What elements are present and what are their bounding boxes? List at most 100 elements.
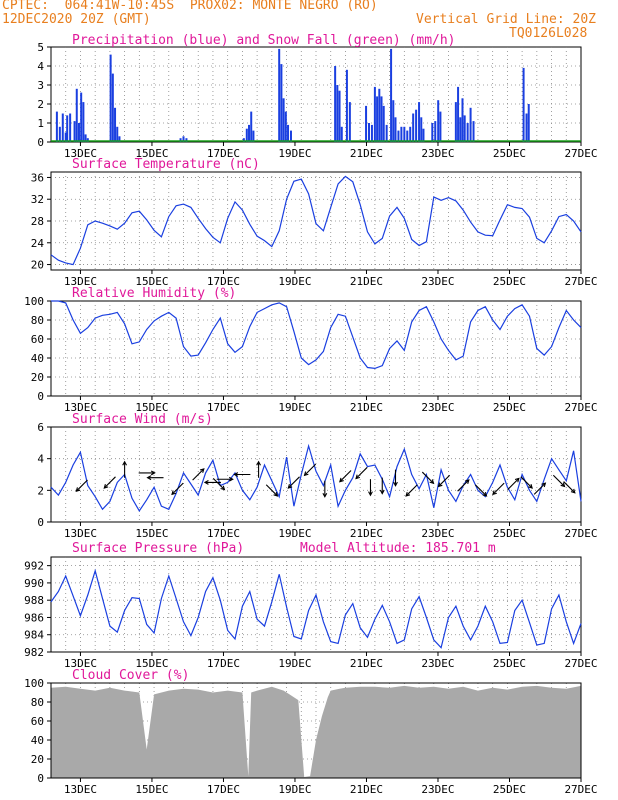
precip-bar (252, 130, 255, 142)
humidity-xtick-label: 17DEC (207, 401, 240, 414)
wind-wind-arrow-head (233, 472, 239, 477)
humidity-series-line (51, 300, 582, 370)
precip-bar (58, 126, 61, 142)
precip-bar (118, 136, 121, 142)
precip-bar (457, 86, 460, 142)
precip-bar (525, 113, 528, 142)
precip-ytick-label: 4 (37, 60, 44, 73)
temperature-xtick-label: 19DEC (278, 275, 311, 288)
cloud-ytick-label: 80 (31, 696, 44, 709)
wind-wind-arrow (552, 474, 565, 487)
precip-bar (459, 117, 462, 142)
wind-wind-arrow-head (287, 484, 293, 489)
wind-wind-arrow-head (541, 482, 547, 488)
wind-wind-arrow (421, 471, 434, 484)
pressure-ytick-label: 984 (24, 629, 44, 642)
wind-xtick-label: 21DEC (350, 527, 383, 540)
temperature-ytick-label: 32 (31, 193, 44, 206)
precip-bar (282, 98, 285, 142)
precip-bar (109, 54, 112, 142)
precip-bar (287, 124, 290, 142)
wind-wind-arrow (304, 463, 317, 476)
humidity-ytick-label: 20 (31, 371, 44, 384)
precip-bar (378, 88, 381, 142)
precip-bar (348, 102, 351, 142)
wind-wind-arrow (507, 478, 520, 490)
cloud-ytick-label: 60 (31, 715, 44, 728)
precip-xtick-label: 17DEC (207, 147, 240, 160)
precip-bar (368, 123, 370, 142)
precip-bar (406, 130, 409, 142)
wind-wind-arrow (287, 476, 300, 489)
wind-wind-arrow (563, 481, 576, 494)
wind-xtick-label: 25DEC (493, 527, 526, 540)
wind-wind-arrow-head (322, 492, 328, 498)
precip-bar (522, 67, 525, 142)
humidity-ytick-label: 0 (37, 390, 44, 403)
wind-wind-arrow-head (146, 475, 152, 481)
precip-bar (114, 107, 117, 142)
precip-bar (289, 130, 292, 142)
temperature-xtick-label: 21DEC (350, 275, 383, 288)
wind-wind-arrow-head (150, 470, 156, 476)
cloud-ytick-label: 0 (37, 772, 44, 785)
wind-wind-arrow-head (171, 490, 177, 496)
humidity-ytick-label: 60 (31, 333, 44, 346)
wind-wind-arrow-head (199, 468, 205, 473)
precip-bar (403, 126, 406, 142)
cloud-title: Cloud Cover (%) (72, 668, 189, 683)
pressure-xtick-label: 21DEC (350, 657, 383, 670)
precip-bar (82, 102, 85, 142)
humidity-xtick-label: 25DEC (493, 401, 526, 414)
wind-ytick-label: 4 (37, 453, 44, 466)
wind-wind-arrow (405, 484, 418, 497)
wind-xtick-label: 15DEC (135, 527, 168, 540)
header-line1: CPTEC: 064:41W-10:45S PROX02: MONTE NEGR… (2, 0, 378, 13)
wind-wind-arrow (212, 478, 225, 490)
wind-wind-arrow-head (220, 485, 226, 491)
precip-xtick-label: 27DEC (564, 147, 597, 160)
precip-bar (336, 85, 339, 142)
wind-wind-arrow-head (368, 491, 373, 497)
precip-bar (345, 69, 348, 142)
precip-bar (434, 121, 437, 142)
temperature-ytick-label: 20 (31, 259, 44, 272)
precip-bar (64, 132, 67, 142)
wind-wind-arrow-head (379, 489, 385, 495)
precip-bar (463, 115, 466, 142)
humidity-xtick-label: 13DEC (64, 401, 97, 414)
wind-wind-arrow-head (339, 477, 344, 483)
precip-bar (472, 121, 475, 142)
precip-bar (439, 111, 442, 142)
wind-wind-arrow (339, 470, 352, 483)
precip-bar (75, 88, 78, 142)
temperature-ytick-label: 28 (31, 215, 44, 228)
wind-xtick-label: 13DEC (64, 527, 97, 540)
wind-series-line (50, 443, 582, 513)
temperature-title: Surface Temperature (nC) (72, 157, 260, 172)
precip-bar (66, 115, 69, 142)
wind-title: Surface Wind (m/s) (72, 412, 213, 427)
temperature-xtick-label: 23DEC (421, 275, 454, 288)
precip-bar (86, 138, 89, 142)
precip-bar (400, 126, 403, 142)
wind-wind-arrow-head (75, 487, 81, 492)
temperature-ytick-label: 36 (31, 171, 44, 184)
wind-wind-arrow (520, 476, 533, 489)
wind-wind-arrow (492, 482, 505, 495)
precip-bar (527, 104, 530, 142)
header-grid-note: Vertical Grid Line: 20Z (416, 12, 597, 27)
cloud-frame-top (50, 682, 582, 779)
wind-wind-arrow-head (429, 479, 435, 485)
temperature-ytick-label: 24 (31, 237, 45, 250)
precip-bar (373, 86, 376, 142)
wind-wind-arrow (265, 484, 278, 497)
cloud-xtick-label: 27DEC (564, 783, 597, 796)
precip-bar (250, 111, 253, 142)
precip-bar (392, 100, 395, 142)
precip-bar (338, 90, 341, 142)
humidity-ytick-label: 80 (31, 314, 44, 327)
pressure-ytick-label: 988 (24, 594, 44, 607)
pressure-xtick-label: 19DEC (278, 657, 311, 670)
precip-ytick-label: 3 (37, 79, 44, 92)
